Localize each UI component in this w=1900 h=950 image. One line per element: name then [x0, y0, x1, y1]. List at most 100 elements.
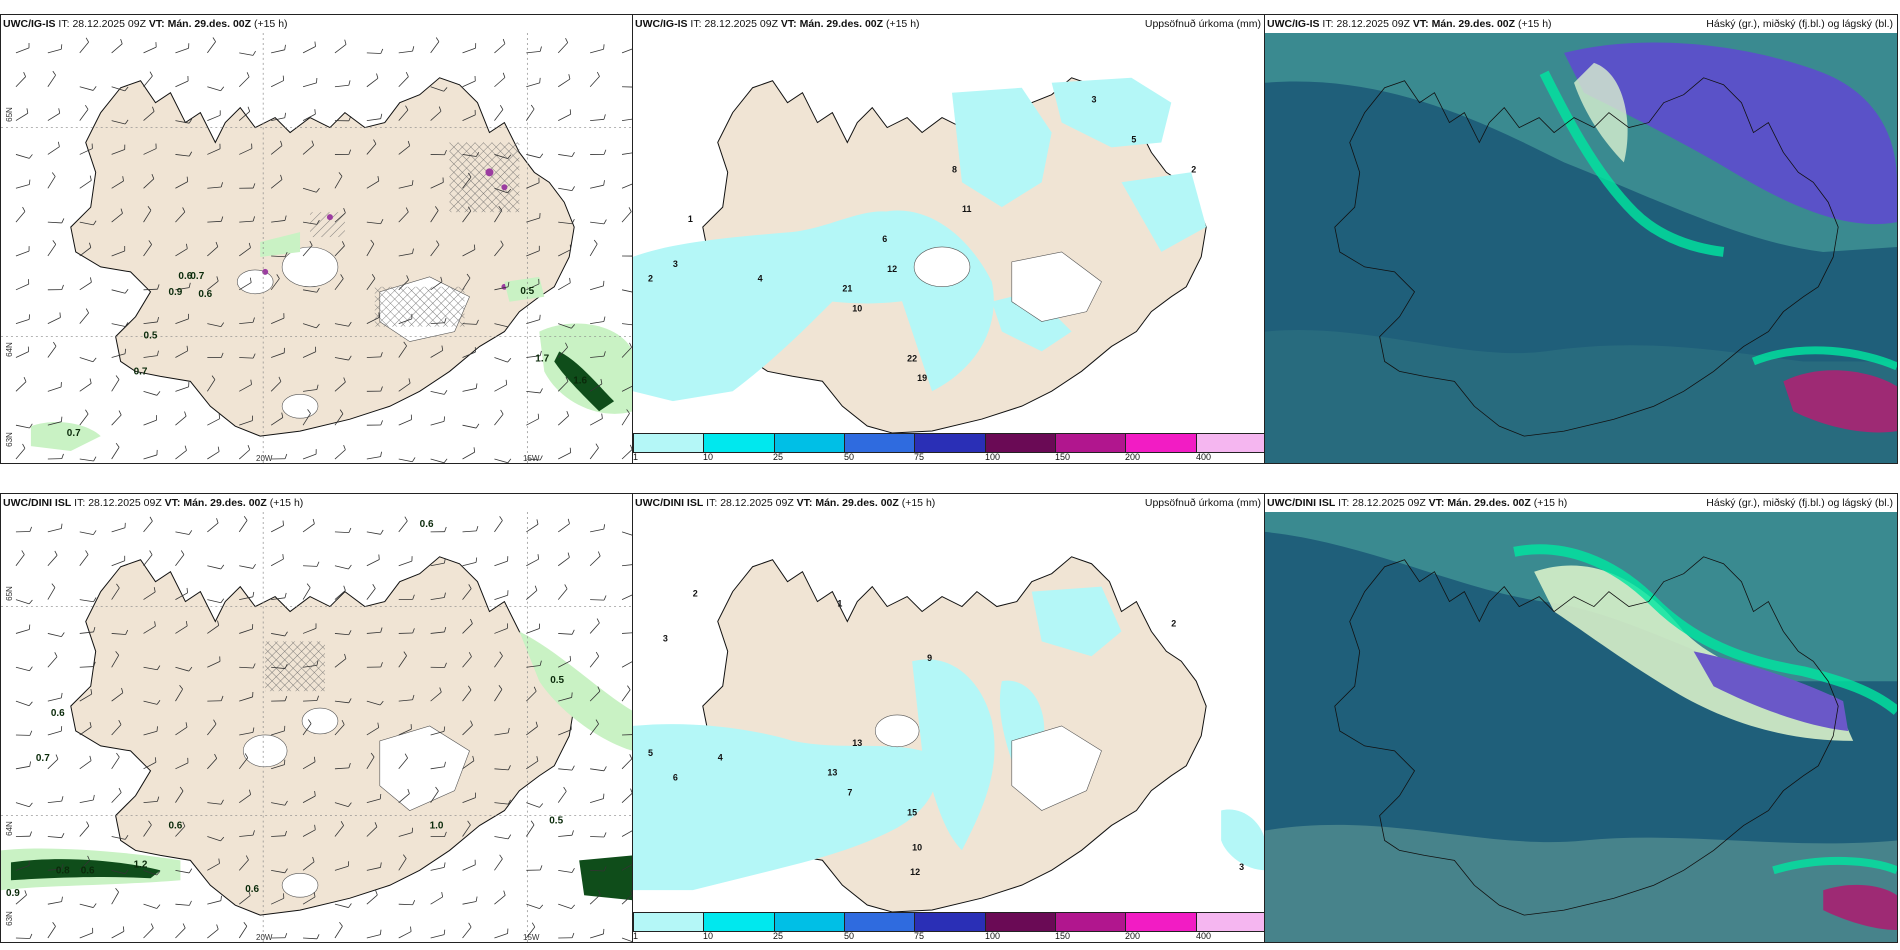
wind-value: 0.6 — [51, 708, 65, 719]
wind-barb-flag — [406, 275, 409, 281]
wind-barb — [270, 80, 284, 88]
colorbar-swatch — [634, 913, 705, 931]
wind-barb — [143, 869, 157, 876]
wind-barb — [462, 176, 472, 189]
wind-barb — [526, 628, 540, 634]
wind-barb-flag — [536, 519, 539, 525]
wind-barb-flag — [380, 662, 383, 668]
wind-barb-flag — [220, 182, 223, 188]
wind-barb-flag — [306, 583, 311, 588]
wind-barb — [526, 154, 540, 159]
wind-barb-flag — [436, 240, 440, 246]
wind-barb-flag — [313, 756, 316, 762]
wind-barb-flag — [410, 926, 412, 932]
wind-barb — [494, 323, 509, 328]
wind-barb — [303, 700, 318, 702]
wind-barb-flag — [316, 934, 320, 939]
wind-barb-flag — [61, 453, 64, 459]
wind-barb-flag — [149, 71, 153, 77]
wind-barb-flag — [252, 317, 255, 323]
wind-barb-flag — [122, 926, 125, 932]
wind-barb — [494, 627, 508, 634]
wind-barb — [590, 48, 604, 54]
wind-barb — [239, 148, 253, 155]
wind-barb-flag — [29, 933, 33, 939]
wind-barb-flag — [61, 284, 64, 290]
precip-colorbar — [633, 912, 1265, 932]
wind-barb — [430, 691, 442, 702]
wind-barb — [462, 724, 473, 736]
wind-barb — [526, 217, 540, 223]
wind-barb-flag — [316, 561, 320, 567]
wind-barb-flag — [603, 766, 607, 771]
wind-barb-flag — [503, 890, 506, 896]
wind-barb-flag — [252, 830, 255, 836]
wind-barb-flag — [508, 765, 511, 771]
wind-barb-flag — [380, 627, 383, 633]
wind-barb-flag — [348, 698, 352, 704]
wind-barb-flag — [85, 308, 89, 314]
precip-value: 8 — [952, 164, 957, 174]
wind-barb — [143, 321, 158, 325]
wind-barb — [366, 243, 375, 257]
wind-barb-flag — [124, 86, 129, 92]
wind-barb — [111, 560, 125, 567]
wind-barb — [526, 665, 541, 668]
wind-barb-flag — [189, 900, 192, 906]
wind-barb — [494, 520, 503, 533]
wind-map: 0.6 0.7 0.9 0.6 0.5 0.5 0.7 1.7 1.6 0.7 — [1, 33, 633, 463]
wind-barb-flag — [565, 342, 568, 348]
wind-barb-flag — [115, 442, 120, 448]
wind-barb — [558, 660, 571, 668]
wind-barb-flag — [443, 929, 446, 935]
wind-barb — [589, 690, 601, 702]
wind-barb-flag — [603, 832, 607, 838]
wind-barb-flag — [249, 277, 252, 283]
wind-barb — [334, 323, 349, 327]
wind-barb-flag — [539, 46, 542, 52]
wind-barb — [79, 903, 94, 908]
wind-barb-flag — [28, 701, 33, 706]
wind-barb — [111, 724, 122, 736]
wind-barb-flag — [348, 527, 352, 533]
wind-barb — [111, 414, 122, 426]
wind-barb — [558, 323, 572, 329]
lon-label: 20W — [256, 933, 273, 942]
wind-barb — [302, 289, 317, 293]
wind-barb-flag — [380, 48, 384, 54]
wind-barb-flag — [249, 789, 251, 795]
wind-barb — [334, 449, 346, 460]
wind-barb-flag — [443, 726, 446, 732]
wind-barb-flag — [444, 592, 446, 598]
wind-barb — [47, 836, 62, 839]
colorbar-swatch — [774, 434, 845, 452]
wind-barb-flag — [22, 206, 26, 212]
wind-barb — [557, 42, 568, 54]
precip-value: 12 — [910, 867, 920, 877]
wind-value: 0.6 — [168, 821, 182, 832]
wind-barb-flag — [441, 345, 444, 351]
wind-barb-flag — [412, 594, 415, 600]
wind-barb-flag — [412, 46, 415, 52]
wind-barb-flag — [150, 923, 154, 929]
wind-barb-flag — [597, 551, 601, 557]
wind-barb — [589, 383, 603, 392]
wind-barb-flag — [316, 188, 320, 193]
wind-barb — [47, 758, 59, 770]
wind-barb-flag — [218, 413, 221, 419]
wind-barb-flag — [284, 631, 288, 637]
wind-barb-flag — [380, 113, 383, 119]
wind-barb — [494, 858, 503, 871]
wind-barb-flag — [216, 276, 219, 282]
wind-barb-flag — [507, 154, 512, 159]
wind-barb — [590, 118, 605, 121]
wind-barb — [462, 210, 472, 223]
wind-barb — [15, 629, 30, 634]
wind-barb-flag — [347, 802, 352, 807]
wind-barb — [526, 760, 539, 770]
wind-barb — [271, 764, 285, 770]
wind-barb — [398, 757, 408, 770]
wind-barb-flag — [343, 585, 346, 591]
wind-barb-flag — [61, 896, 63, 902]
wind-barb-flag — [603, 114, 606, 120]
